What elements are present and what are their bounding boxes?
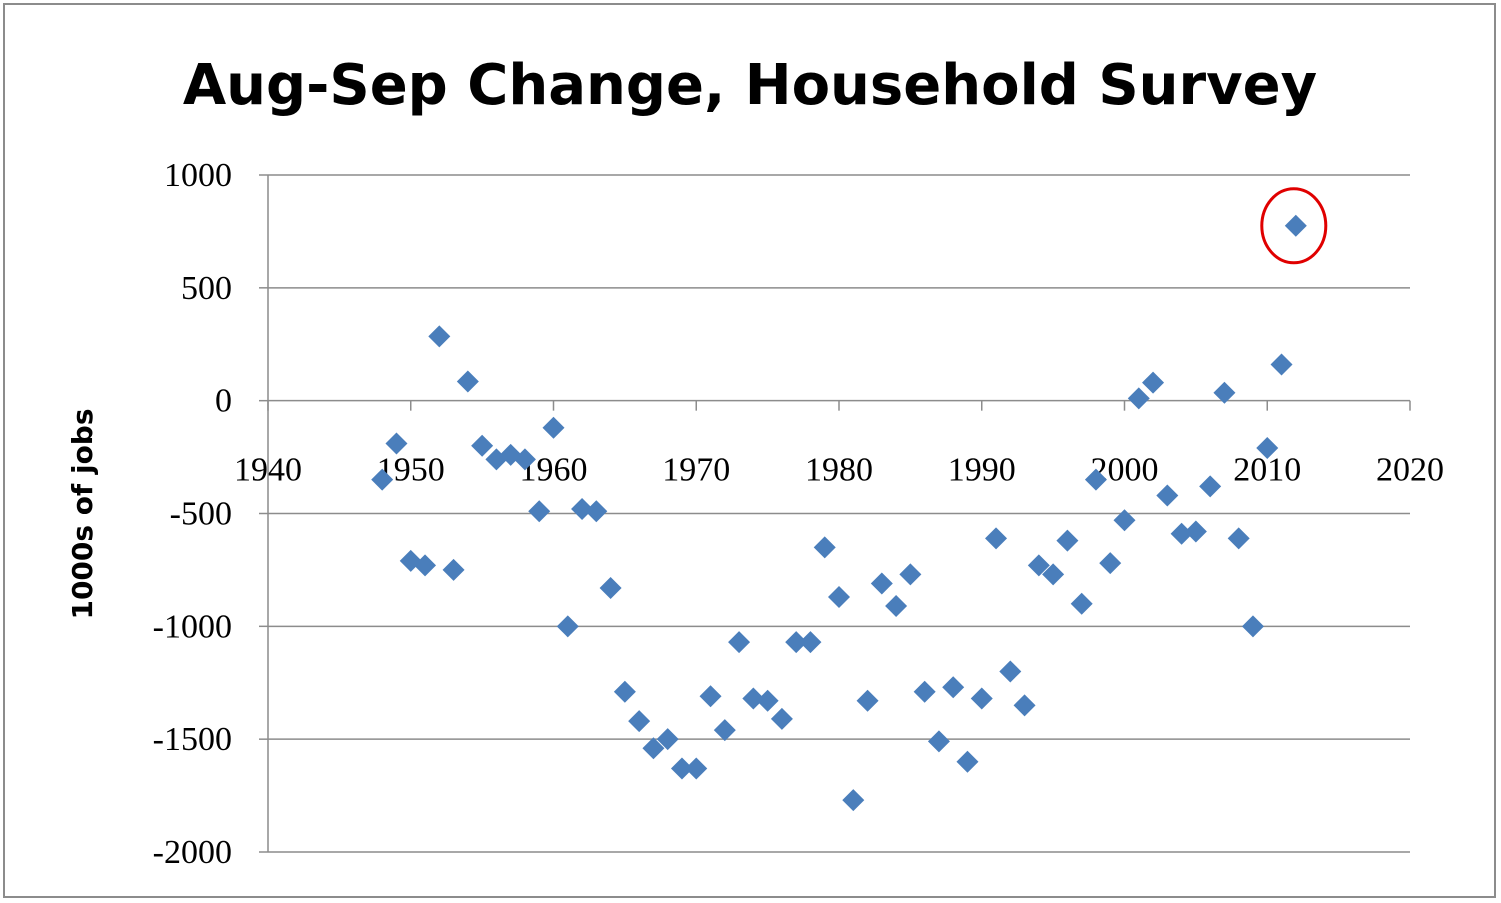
data-point — [385, 432, 408, 455]
data-point — [556, 615, 579, 638]
data-point — [785, 631, 808, 654]
data-point — [713, 719, 736, 742]
data-point — [613, 680, 636, 703]
highlight-circle — [1260, 187, 1328, 265]
y-tick-label: 0 — [215, 383, 232, 420]
data-point — [513, 448, 536, 471]
x-tick-label: 1990 — [948, 452, 1016, 489]
y-tick-label: -2000 — [153, 834, 232, 871]
data-point — [970, 687, 993, 710]
data-point — [414, 554, 437, 577]
data-point — [428, 325, 451, 348]
data-point — [585, 500, 608, 523]
data-point — [742, 687, 765, 710]
data-point — [628, 710, 651, 733]
data-point — [942, 676, 965, 699]
data-point — [956, 750, 979, 773]
x-tick-label: 2020 — [1376, 452, 1444, 489]
y-tick-label: 500 — [181, 270, 232, 307]
data-point — [642, 737, 665, 760]
data-point — [1256, 437, 1279, 460]
data-point — [1156, 484, 1179, 507]
data-point — [1142, 371, 1165, 394]
data-point — [1113, 509, 1136, 532]
x-tick-labels: 1940 1950 1960 1970 1980 1990 2000 2010 2020 — [234, 452, 1444, 489]
data-point — [927, 730, 950, 753]
data-point — [1027, 554, 1050, 577]
data-point — [685, 757, 708, 780]
data-point — [1270, 353, 1293, 376]
data-point — [999, 660, 1022, 683]
data-point — [799, 631, 822, 654]
data-point — [1084, 468, 1107, 491]
data-point — [599, 576, 622, 599]
y-tick-label: 1000 — [164, 157, 232, 194]
data-point — [1056, 529, 1079, 552]
data-point — [728, 631, 751, 654]
gridlines — [268, 174, 1410, 853]
y-tick-label: -500 — [170, 496, 232, 533]
data-point — [1184, 520, 1207, 543]
y-tick-labels: 1000 500 0 -500 -1000 -1500 -2000 — [153, 157, 232, 871]
data-point — [1127, 387, 1150, 410]
data-point — [1013, 694, 1036, 717]
axes — [259, 174, 1411, 853]
data-point — [842, 789, 865, 812]
x-tick-label: 1940 — [234, 452, 302, 489]
data-point — [371, 468, 394, 491]
data-points — [371, 214, 1307, 812]
y-tick-label: -1000 — [153, 608, 232, 645]
data-point — [528, 500, 551, 523]
data-point — [442, 558, 465, 581]
highlight-annotation — [1260, 187, 1328, 265]
data-point — [1070, 592, 1093, 615]
data-point — [456, 370, 479, 393]
data-point — [670, 757, 693, 780]
chart-frame — [3, 3, 1496, 898]
y-tick-label: -1500 — [153, 721, 232, 758]
data-point — [1284, 214, 1307, 237]
data-point — [828, 585, 850, 608]
data-point — [856, 689, 879, 712]
data-point — [1227, 527, 1250, 550]
data-point — [1099, 552, 1122, 575]
data-point — [885, 595, 908, 618]
chart-title: Aug-Sep Change, Household Survey — [183, 53, 1317, 118]
data-point — [813, 536, 836, 559]
x-tick-label: 1980 — [805, 452, 873, 489]
data-point — [899, 563, 922, 586]
data-point — [1213, 381, 1236, 404]
data-point — [1241, 615, 1264, 638]
data-point — [870, 572, 893, 595]
data-point — [656, 728, 679, 751]
data-point — [770, 707, 793, 730]
data-point — [1199, 475, 1222, 498]
data-point — [542, 416, 565, 439]
y-axis-label: 1000s of jobs — [66, 408, 99, 619]
data-point — [471, 434, 494, 457]
data-point — [699, 685, 722, 708]
data-point — [913, 680, 936, 703]
data-point — [1042, 563, 1065, 586]
x-tick-label: 1970 — [662, 452, 730, 489]
data-point — [756, 689, 779, 712]
data-point — [985, 527, 1008, 550]
data-point — [1170, 522, 1193, 545]
data-point — [571, 497, 594, 520]
